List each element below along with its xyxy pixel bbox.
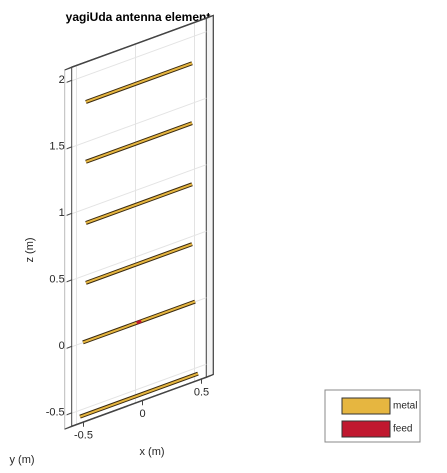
legend-label: feed <box>393 424 412 435</box>
side-plane <box>206 15 213 377</box>
z-tick-label: 0.5 <box>49 274 64 286</box>
z-axis-label: z (m) <box>24 237 36 262</box>
feed <box>137 321 142 323</box>
z-tick-label: 0 <box>59 340 65 352</box>
legend-swatch <box>342 398 390 414</box>
z-tick-label: 2 <box>59 74 65 86</box>
z-tick-label: 1.5 <box>49 141 64 153</box>
z-tick-label: 1 <box>59 207 65 219</box>
x-tick-label: 0 <box>139 408 145 420</box>
legend-swatch <box>342 421 390 437</box>
x-tick-label: -0.5 <box>74 430 93 442</box>
chart: yagiUda antenna element x (m) y (m) z (m… <box>0 0 447 468</box>
z-tick-label: -0.5 <box>46 407 65 419</box>
chart-title: yagiUda antenna element <box>66 10 211 24</box>
x-tick-label: 0.5 <box>194 387 209 399</box>
legend-label: metal <box>393 401 417 412</box>
x-axis-label: x (m) <box>139 446 164 458</box>
y-axis-label: y (m) <box>9 454 34 466</box>
